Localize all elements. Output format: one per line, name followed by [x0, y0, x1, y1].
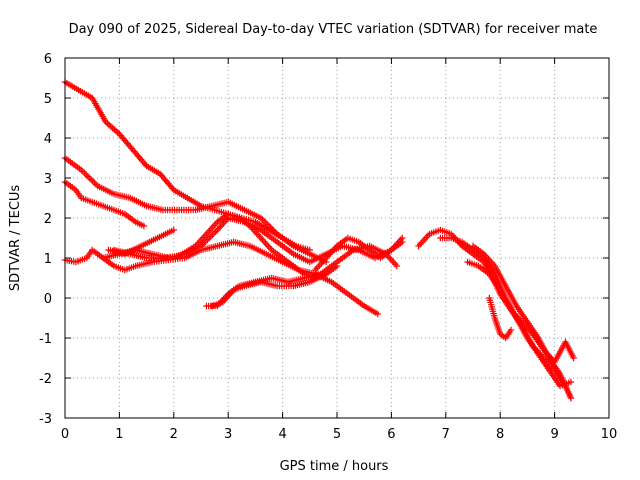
series-track-2: [61, 154, 330, 266]
data-points: [61, 78, 577, 402]
x-tick-label: 5: [333, 427, 341, 442]
series-track-9: [208, 262, 341, 310]
data-point: [567, 394, 575, 402]
data-point: [89, 178, 96, 185]
x-tick-label: 8: [496, 427, 504, 442]
x-tick-label: 6: [387, 427, 395, 442]
data-point: [170, 226, 177, 234]
data-point: [81, 170, 88, 177]
data-point: [260, 218, 268, 225]
x-tick-label: 10: [601, 427, 618, 442]
y-tick-label: -1: [39, 332, 52, 347]
data-point: [140, 222, 148, 230]
y-tick-label: 1: [44, 252, 52, 267]
data-point: [567, 378, 575, 386]
data-point: [393, 262, 401, 270]
data-point: [84, 173, 92, 180]
y-tick-label: -2: [39, 372, 52, 387]
x-tick-label: 2: [170, 427, 178, 442]
series-track-1: [61, 78, 313, 254]
data-point: [374, 310, 381, 318]
x-tick-label: 1: [115, 427, 123, 442]
y-tick-label: 6: [44, 52, 52, 67]
data-point: [570, 354, 577, 362]
x-tick-label: 3: [224, 427, 232, 442]
data-point: [79, 168, 87, 175]
x-tick-label: 9: [550, 427, 558, 442]
y-tick-label: 3: [44, 172, 52, 187]
axis-ticks: 0 1 2 3 4 5 6 7 8 9 10 -3 -2 -1 0 1 2 3 4 5 6: [39, 52, 617, 442]
data-point: [86, 174, 93, 182]
plot-frame: [64, 57, 610, 419]
x-axis-label: GPS time / hours: [280, 459, 389, 474]
series-track-10: [312, 234, 406, 274]
data-point: [87, 176, 95, 183]
chart-title: Day 090 of 2025, Sidereal Day-to-day VTE…: [69, 22, 598, 37]
series-track-3: [61, 178, 148, 230]
x-tick-label: 4: [278, 427, 286, 442]
y-axis-label: SDTVAR / TECUs: [8, 185, 23, 292]
data-point: [91, 179, 98, 186]
y-tick-label: -3: [39, 412, 52, 427]
series-track-15: [486, 294, 515, 342]
series-track-14: [469, 242, 575, 402]
data-point: [333, 262, 341, 270]
data-point: [507, 326, 515, 334]
data-point: [83, 171, 90, 178]
y-tick-label: 0: [44, 292, 52, 307]
data-point: [399, 238, 406, 246]
y-tick-label: 5: [44, 92, 52, 107]
grid: [65, 58, 609, 418]
x-tick-label: 7: [442, 427, 450, 442]
x-tick-label: 0: [61, 427, 69, 442]
y-tick-label: 2: [44, 212, 52, 227]
y-tick-label: 4: [44, 132, 52, 147]
